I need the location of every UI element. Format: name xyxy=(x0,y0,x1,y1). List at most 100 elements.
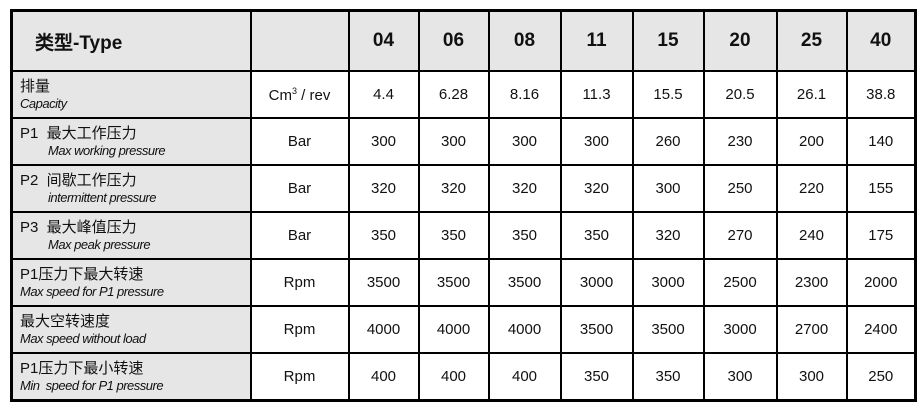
table-row: P1压力下最大转速 Max speed for P1 pressure Rpm 350… xyxy=(10,258,917,307)
value-cell: 350 xyxy=(559,211,634,260)
row-label-en: Min speed for P1 pressure xyxy=(20,377,164,393)
unit-superscript: 3 xyxy=(291,85,297,96)
table-row: P3 最大峰值压力 Max peak pressure Bar 350 350 350 35… xyxy=(10,211,917,260)
value-cell: 3500 xyxy=(417,258,490,307)
value-cell: 240 xyxy=(775,211,848,260)
value-cell: 300 xyxy=(347,117,420,166)
row-label: P2 间歇工作压力 intermittent pressure xyxy=(10,164,252,213)
value-cell: 350 xyxy=(417,211,490,260)
value-cell: 8.16 xyxy=(487,70,562,119)
value-cell: 400 xyxy=(417,352,490,402)
spec-table: 类型-Type 04 06 08 11 15 20 25 40 排量 Capacity Cm3 /… xyxy=(10,9,917,402)
row-label: P3 最大峰值压力 Max peak pressure xyxy=(10,211,252,260)
row-label: 最大空转速度 Max speed without load xyxy=(10,305,252,354)
unit-text: Bar xyxy=(287,180,312,197)
row-label-zh: 排量 xyxy=(20,77,51,95)
value-cell: 400 xyxy=(487,352,562,402)
value-cell: 3000 xyxy=(559,258,634,307)
type-header-15: 15 xyxy=(631,9,705,72)
value-cell: 3000 xyxy=(631,258,705,307)
value-cell: 350 xyxy=(559,352,634,402)
value-cell: 350 xyxy=(347,211,420,260)
row-label-zh: P2 间歇工作压力 xyxy=(20,171,137,189)
value-cell: 140 xyxy=(845,117,917,166)
unit-cell: Rpm xyxy=(249,352,350,402)
row-label: P1压力下最大转速 Max speed for P1 pressure xyxy=(10,258,252,307)
value-cell: 320 xyxy=(417,164,490,213)
value-cell: 300 xyxy=(631,164,705,213)
value-cell: 3000 xyxy=(702,305,778,354)
unit-header xyxy=(249,9,350,72)
unit-cell: Rpm xyxy=(249,305,350,354)
value-cell: 155 xyxy=(845,164,917,213)
value-cell: 3500 xyxy=(487,258,562,307)
value-cell: 2700 xyxy=(775,305,848,354)
value-cell: 2300 xyxy=(775,258,848,307)
table-row: 最大空转速度 Max speed without load Rpm 4000 4000 4… xyxy=(10,305,917,354)
value-cell: 6.28 xyxy=(417,70,490,119)
table-row: P2 间歇工作压力 intermittent pressure Bar 320 320 3… xyxy=(10,164,917,213)
row-label-en: Max working pressure xyxy=(48,142,166,158)
row-label-en: Max speed for P1 pressure xyxy=(20,283,164,299)
type-header-25: 25 xyxy=(775,9,848,72)
table-row: P1 最大工作压力 Max working pressure Bar 300 300 30… xyxy=(10,117,917,166)
value-cell: 250 xyxy=(845,352,917,402)
header-row: 类型-Type 04 06 08 11 15 20 25 40 xyxy=(10,9,917,72)
unit-cell: Rpm xyxy=(249,258,350,307)
row-label-en: intermittent pressure xyxy=(48,189,156,205)
value-cell: 300 xyxy=(487,117,562,166)
row-label-en: Capacity xyxy=(20,95,67,111)
row-label: P1压力下最小转速 Min speed for P1 pressure xyxy=(10,352,252,402)
value-cell: 270 xyxy=(702,211,778,260)
value-cell: 320 xyxy=(559,164,634,213)
value-cell: 350 xyxy=(487,211,562,260)
row-label: 排量 Capacity xyxy=(10,70,252,119)
value-cell: 2500 xyxy=(702,258,778,307)
value-cell: 38.8 xyxy=(845,70,917,119)
row-label: P1 最大工作压力 Max working pressure xyxy=(10,117,252,166)
unit-text: Bar xyxy=(287,227,312,244)
row-label-en: Max peak pressure xyxy=(48,236,151,252)
value-cell: 4000 xyxy=(347,305,420,354)
value-cell: 20.5 xyxy=(702,70,778,119)
type-header-06: 06 xyxy=(417,9,490,72)
value-cell: 320 xyxy=(487,164,562,213)
row-label-en: Max speed without load xyxy=(20,330,146,346)
value-cell: 3500 xyxy=(631,305,705,354)
value-cell: 260 xyxy=(631,117,705,166)
unit-cell: Cm3 / rev xyxy=(249,70,350,119)
row-label-zh: P1压力下最大转速 xyxy=(20,265,144,283)
unit-text: Rpm xyxy=(283,368,316,385)
value-cell: 320 xyxy=(631,211,705,260)
type-header-20: 20 xyxy=(702,9,778,72)
value-cell: 300 xyxy=(775,352,848,402)
value-cell: 350 xyxy=(631,352,705,402)
value-cell: 175 xyxy=(845,211,917,260)
value-cell: 200 xyxy=(775,117,848,166)
value-cell: 300 xyxy=(417,117,490,166)
value-cell: 250 xyxy=(702,164,778,213)
row-label-zh: P1 最大工作压力 xyxy=(20,124,137,142)
table-row: 排量 Capacity Cm3 / rev 4.4 6.28 8.16 11.3 15.5 20… xyxy=(10,70,917,119)
row-label-zh: P1压力下最小转速 xyxy=(20,359,144,377)
value-cell: 3500 xyxy=(559,305,634,354)
table-row: P1压力下最小转速 Min speed for P1 pressure Rpm 400… xyxy=(10,352,917,402)
type-header-04: 04 xyxy=(347,9,420,72)
unit-cell: Bar xyxy=(249,164,350,213)
value-cell: 220 xyxy=(775,164,848,213)
value-cell: 230 xyxy=(702,117,778,166)
unit-text: Cm xyxy=(268,86,292,104)
value-cell: 3500 xyxy=(347,258,420,307)
type-header-08: 08 xyxy=(487,9,562,72)
value-cell: 2400 xyxy=(845,305,917,354)
unit-suffix: / rev xyxy=(297,86,331,104)
value-cell: 2000 xyxy=(845,258,917,307)
value-cell: 11.3 xyxy=(559,70,634,119)
value-cell: 300 xyxy=(702,352,778,402)
value-cell: 26.1 xyxy=(775,70,848,119)
unit-text: Rpm xyxy=(283,321,316,338)
value-cell: 4000 xyxy=(417,305,490,354)
row-label-zh: 最大空转速度 xyxy=(20,312,111,330)
row-label-zh: P3 最大峰值压力 xyxy=(20,218,137,236)
type-header-40: 40 xyxy=(845,9,917,72)
